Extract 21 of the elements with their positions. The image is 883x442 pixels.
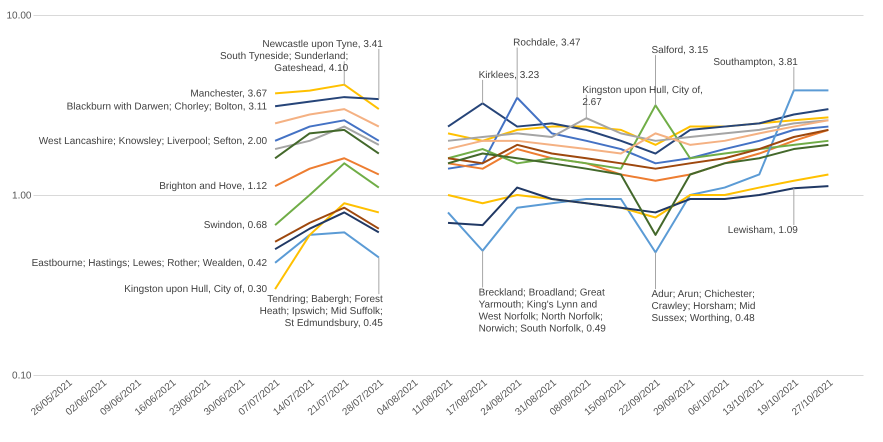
annotation: Breckland; Broadland; Great Yarmouth; King's Lynn and West Norfolk; North Norfolk; Norwich; South Norfolk, 0.49	[478, 288, 606, 335]
annotation: Adur; Arun; Chichester; Crawley; Horsham; Mid Sussex; Worthing, 0.48	[652, 289, 756, 324]
annotation: Manchester, 3.67	[190, 88, 268, 100]
annotation: Rochdale, 3.47	[513, 38, 581, 49]
y-tick-label: 0.10	[12, 370, 32, 382]
annotation: Swindon, 0.68	[204, 220, 268, 232]
annotation: Kingston upon Hull, City of, 0.30	[124, 284, 268, 296]
annotation: Tendring; Babergh; Forest Heath; Ipswich; Mid Suffolk; St Edmundsbury, 0.45	[260, 294, 384, 330]
annotation: South Tyneside; Sunderland; Gateshead, 4.10	[220, 51, 349, 74]
y-tick-label: 10.00	[6, 10, 32, 22]
annotation: Brighton and Hove, 1.12	[159, 181, 268, 192]
annotation: Blackburn with Darwen; Chorley; Bolton, 3.11	[66, 101, 268, 112]
y-tick-label: 1.00	[12, 190, 32, 202]
annotation: West Lancashire; Knowsley; Liverpool; Sefton, 2.00	[38, 136, 268, 147]
annotation: Salford, 3.15	[652, 45, 709, 56]
annotation: Southampton, 3.81	[713, 56, 798, 68]
annotation: Kingston upon Hull, City of, 2.67	[582, 84, 703, 108]
annotation: Eastbourne; Hastings; Lewes; Rother; Wealden, 0.42	[32, 258, 268, 269]
annotation: Lewisham, 1.09	[728, 225, 798, 236]
annotation: Newcastle upon Tyne, 3.41	[262, 38, 384, 50]
annotation: Kirklees, 3.23	[478, 70, 540, 81]
